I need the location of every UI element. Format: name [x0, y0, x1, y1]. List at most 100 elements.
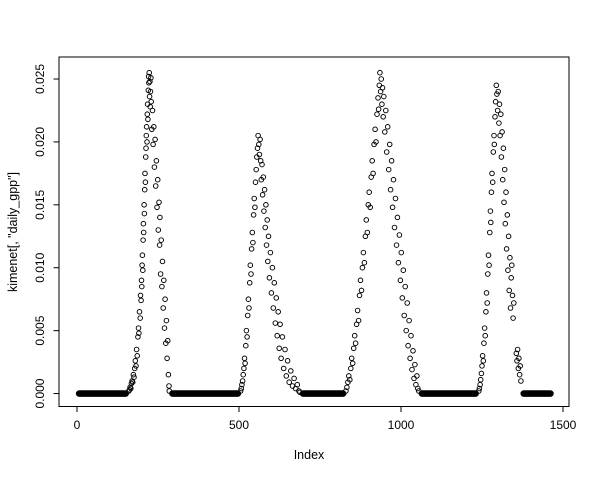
data-point	[476, 388, 482, 394]
data-point	[516, 371, 523, 378]
data-point	[394, 214, 401, 221]
data-point	[509, 292, 516, 299]
data-point	[145, 116, 151, 123]
data-point	[156, 199, 162, 206]
x-tick-label: 1000	[388, 418, 415, 432]
data-point	[403, 327, 409, 334]
data-point	[256, 151, 263, 158]
data-point	[496, 101, 503, 107]
data-point	[487, 229, 493, 236]
data-point	[493, 82, 500, 89]
data-point	[242, 360, 248, 367]
data-point	[379, 101, 385, 107]
data-point	[256, 141, 262, 148]
data-point	[143, 145, 149, 151]
data-point	[146, 93, 153, 100]
data-point	[240, 371, 246, 378]
x-tick-label: 1500	[550, 418, 577, 432]
data-point	[495, 88, 501, 95]
data-point	[146, 80, 152, 86]
data-point	[148, 98, 154, 105]
data-point	[140, 229, 147, 236]
data-point	[274, 332, 280, 339]
data-point	[499, 176, 506, 183]
data-point	[138, 277, 145, 284]
data-point	[243, 342, 249, 349]
data-point	[517, 363, 523, 369]
data-point	[501, 166, 508, 173]
data-point	[253, 166, 259, 173]
data-point	[373, 139, 379, 145]
data-point	[139, 283, 145, 290]
data-point	[479, 353, 486, 359]
data-point	[157, 271, 164, 277]
data-point	[504, 212, 511, 218]
data-point	[139, 262, 145, 268]
data-point	[492, 114, 498, 120]
data-point	[487, 208, 494, 214]
data-point	[248, 271, 254, 277]
data-point	[141, 202, 147, 208]
data-point	[364, 229, 371, 236]
data-point	[164, 337, 171, 344]
data-point	[358, 287, 365, 294]
data-point	[506, 287, 512, 294]
data-point	[484, 300, 490, 306]
data-point	[395, 259, 402, 266]
data-point	[140, 267, 146, 273]
data-point	[489, 170, 495, 177]
data-point	[366, 189, 372, 195]
data-point	[151, 164, 158, 170]
data-point	[400, 267, 407, 273]
data-point	[159, 283, 165, 290]
data-point	[491, 132, 497, 139]
data-point	[489, 179, 496, 185]
data-point	[375, 95, 381, 101]
data-point	[277, 321, 283, 328]
data-point	[376, 82, 383, 89]
data-point	[165, 371, 172, 378]
data-point	[151, 124, 157, 130]
data-point	[283, 373, 290, 379]
data-point	[393, 242, 400, 248]
data-point	[392, 195, 399, 202]
data-point	[249, 229, 256, 236]
data-point	[398, 249, 405, 256]
data-point	[146, 69, 152, 76]
data-point	[126, 387, 133, 393]
data-point	[399, 295, 406, 301]
data-point	[142, 179, 149, 185]
data-point	[361, 259, 368, 266]
data-point	[149, 107, 156, 114]
y-tick-label: 0.020	[33, 127, 47, 157]
data-point	[382, 129, 388, 135]
data-point	[350, 345, 357, 352]
data-point	[143, 132, 150, 139]
data-point	[518, 378, 524, 384]
data-point	[476, 385, 483, 392]
data-point	[144, 139, 150, 145]
data-point	[352, 340, 359, 346]
data-point	[139, 252, 146, 258]
data-point	[275, 309, 281, 315]
data-point	[503, 246, 510, 252]
data-point	[152, 183, 159, 189]
data-point	[482, 332, 488, 339]
data-point	[499, 129, 505, 135]
data-point	[154, 176, 161, 183]
data-point	[241, 355, 248, 362]
data-point	[276, 345, 282, 352]
data-point	[239, 381, 245, 388]
data-point	[264, 217, 270, 223]
data-point	[141, 186, 148, 193]
data-point	[384, 124, 391, 130]
data-point	[354, 307, 361, 314]
data-point	[416, 388, 422, 394]
data-point	[278, 355, 284, 362]
plot-generated-content: 0 500 1000 1500 0.000 0.005 0.010 0.015 0.020 0.0…	[33, 56, 577, 432]
data-point	[271, 280, 278, 286]
data-point	[407, 355, 413, 362]
data-point	[296, 388, 302, 394]
y-tick-label: 0.005	[33, 315, 47, 345]
data-point	[381, 93, 387, 100]
